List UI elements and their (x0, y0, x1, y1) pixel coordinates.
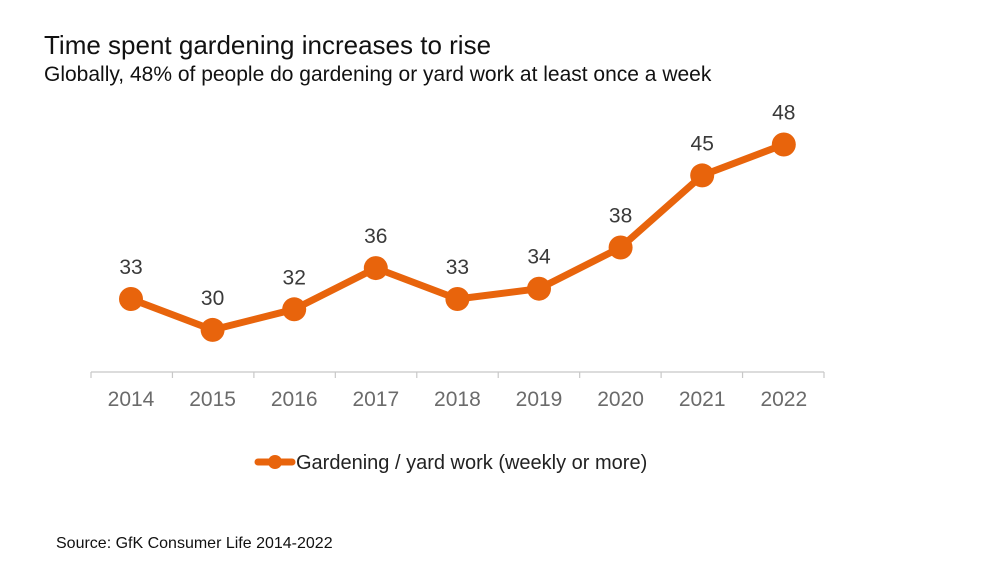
data-label-2015: 30 (201, 287, 224, 310)
x-tick-label-2014: 2014 (108, 388, 155, 411)
data-label-layer: 33 30 32 36 33 34 38 45 48 (119, 102, 795, 310)
source-note: Source: GfK Consumer Life 2014-2022 (56, 535, 333, 552)
x-tick-label-2019: 2019 (516, 388, 563, 411)
data-label-2019: 34 (527, 246, 551, 269)
data-label-2020: 38 (609, 205, 632, 228)
data-point-2014 (119, 287, 143, 311)
data-label-2014: 33 (119, 256, 142, 279)
x-tick-label-2018: 2018 (434, 388, 481, 411)
data-point-2016 (282, 297, 307, 322)
data-label-2018: 33 (446, 256, 469, 279)
data-point-2021 (690, 163, 715, 188)
x-tick-label-2015: 2015 (189, 388, 236, 411)
data-point-2019 (527, 276, 551, 301)
chart-title: Time spent gardening increases to rise (44, 30, 492, 60)
data-label-2022: 48 (772, 102, 795, 125)
data-point-2015 (200, 317, 225, 342)
legend-label: Gardening / yard work (weekly or more) (296, 452, 647, 474)
x-tick-label-2016: 2016 (271, 388, 318, 411)
data-label-2017: 36 (364, 225, 387, 248)
data-label-2021: 45 (691, 132, 714, 155)
data-label-2016: 32 (283, 266, 306, 289)
data-point-2020 (608, 235, 633, 260)
x-tick-label-2020: 2020 (597, 388, 644, 411)
legend: Gardening / yard work (weekly or more) (254, 452, 647, 474)
chart-subtitle: Globally, 48% of people do gardening or … (44, 63, 712, 86)
data-point-2022 (771, 132, 796, 157)
x-tick-label-2021: 2021 (679, 388, 726, 411)
data-point-2017 (363, 256, 388, 281)
series-marker-layer (119, 132, 796, 342)
x-tick-label-2017: 2017 (352, 388, 399, 411)
legend-swatch-marker (268, 455, 282, 469)
x-tick-label-2022: 2022 (760, 388, 807, 411)
x-axis: 2014 2015 2016 2017 2018 2019 2020 2021 2022 (90, 371, 825, 411)
data-point-2018 (445, 287, 470, 311)
